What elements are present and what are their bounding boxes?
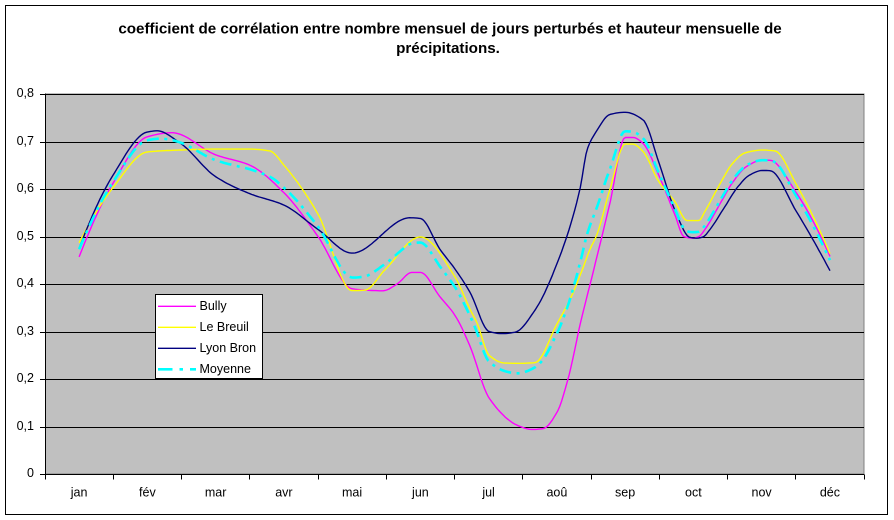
svg-text:Bully: Bully — [200, 299, 228, 313]
svg-text:jul: jul — [481, 486, 495, 500]
svg-text:0,5: 0,5 — [17, 229, 34, 243]
svg-text:sep: sep — [615, 486, 635, 500]
svg-text:nov: nov — [752, 486, 773, 500]
svg-text:0: 0 — [27, 466, 34, 480]
svg-text:0,8: 0,8 — [17, 86, 34, 100]
svg-text:Moyenne: Moyenne — [200, 362, 251, 376]
svg-text:0,4: 0,4 — [17, 276, 34, 290]
svg-text:jun: jun — [411, 486, 429, 500]
svg-text:Lyon Bron: Lyon Bron — [200, 341, 257, 355]
svg-text:Le Breuil: Le Breuil — [200, 320, 249, 334]
svg-text:précipitations.: précipitations. — [396, 40, 500, 57]
svg-text:0,6: 0,6 — [17, 181, 34, 195]
svg-text:avr: avr — [275, 486, 292, 500]
svg-text:mai: mai — [342, 486, 362, 500]
svg-text:déc: déc — [820, 486, 840, 500]
svg-text:coefficient de corrélation ent: coefficient de corrélation entre nombre … — [118, 21, 781, 38]
svg-text:0,1: 0,1 — [17, 419, 34, 433]
svg-text:0,7: 0,7 — [17, 134, 34, 148]
svg-text:oct: oct — [685, 486, 702, 500]
svg-text:jan: jan — [70, 486, 88, 500]
svg-text:0,3: 0,3 — [17, 324, 34, 338]
svg-text:aoû: aoû — [546, 486, 567, 500]
svg-text:0,2: 0,2 — [17, 371, 34, 385]
svg-text:mar: mar — [205, 486, 227, 500]
svg-text:fév: fév — [139, 486, 156, 500]
